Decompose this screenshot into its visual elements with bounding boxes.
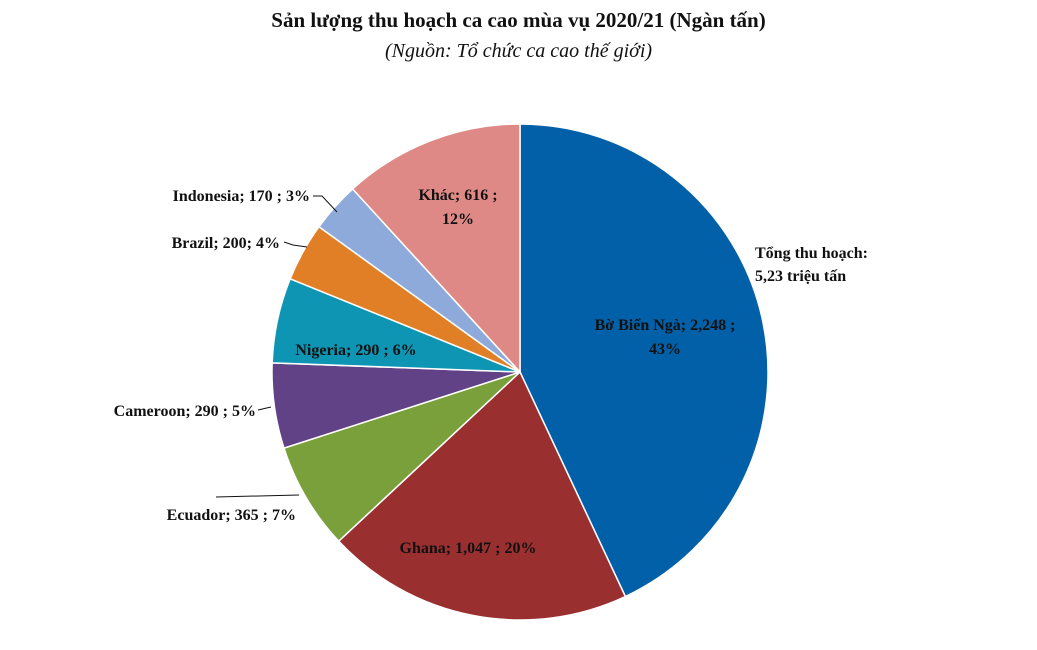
slice-label-cameroon: Cameroon; 290 ; 5% [114,403,256,420]
pie-slice-khac [351,123,521,374]
leader-lines [215,195,338,498]
slice-labels: Bờ Biển Ngà; 2,248 ; 43% Ghana; 1,047 ; 20… [114,187,736,557]
total-annotation-line-2: 5,23 triệu tấn [755,268,846,285]
slice-label-nigeria: Nigeria; 290 ; 6% [295,342,416,359]
pie-slice-ghana [337,370,627,621]
slice-label-ecuador: Ecuador; 365 ; 7% [167,507,296,524]
slice-label-brazil: Brazil; 200; 4% [172,235,280,252]
slice-label-indonesia: Indonesia; 170 ; 3% [173,188,310,205]
chart-title: Sản lượng thu hoạch ca cao mùa vụ 2020/2… [271,8,766,32]
leader-line-indonesia [313,195,338,213]
pie-slices [271,123,769,621]
slice-label-khac: Khác; 616 ; 12% [418,187,497,228]
chart-subtitle: (Nguồn: Tổ chức ca cao thế giới) [384,40,653,62]
slice-label-bo-bien-nga: Bờ Biển Ngà; 2,248 ; 43% [595,317,736,358]
leader-line-brazil [283,241,308,248]
leader-line-ecuador [215,494,300,498]
total-annotation-line-1: Tổng thu hoạch: [755,245,868,262]
pie-slice-ecuador [283,371,521,543]
slice-label-ghana: Ghana; 1,047 ; 20% [400,540,537,557]
leader-line-cameroon [257,406,272,411]
pie-slice-bo-bien-nga [519,123,769,598]
